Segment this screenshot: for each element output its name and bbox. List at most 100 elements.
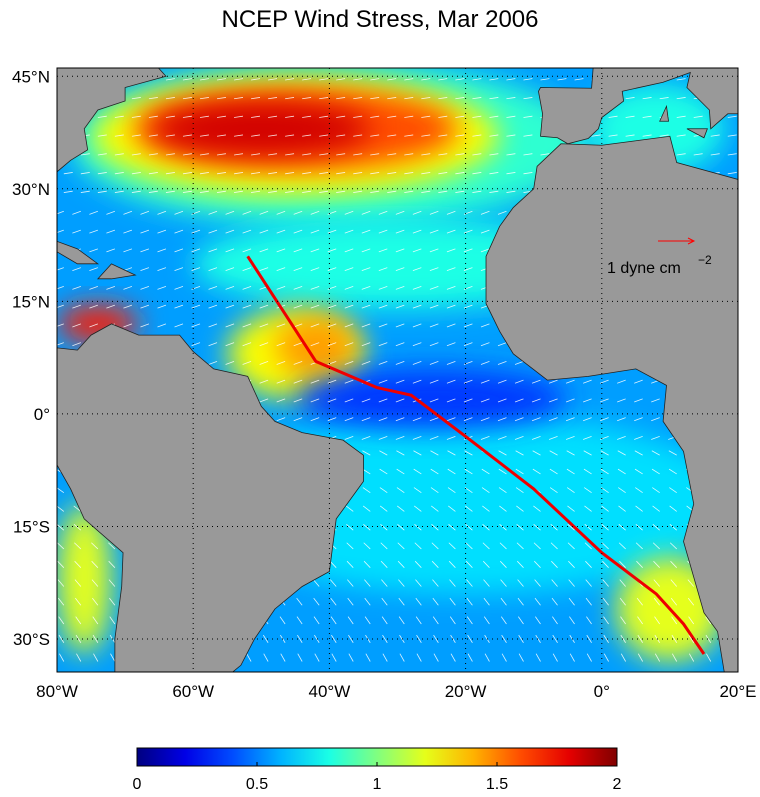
wind-arrow <box>584 505 592 512</box>
wind-arrow <box>234 115 244 118</box>
wind-arrow <box>687 597 695 606</box>
wind-arrow <box>501 653 507 662</box>
wind-arrow <box>489 153 499 156</box>
wind-arrow <box>148 153 158 156</box>
map-area <box>57 68 738 672</box>
wind-arrow <box>617 468 626 475</box>
wind-arrow <box>251 172 261 175</box>
wind-arrow <box>432 616 439 625</box>
wind-arrow <box>319 153 329 156</box>
wind-arrow <box>123 248 133 253</box>
wind-arrow <box>310 304 320 309</box>
wind-arrow <box>482 560 490 568</box>
wind-arrow <box>344 436 354 440</box>
wind-arrow <box>157 323 167 328</box>
wind-arrow <box>157 267 167 272</box>
wind-arrow <box>251 153 261 156</box>
wind-arrow <box>404 134 414 137</box>
wind-arrow <box>131 97 141 100</box>
wind-arrow <box>242 267 252 272</box>
wind-arrow <box>586 616 592 625</box>
wind-arrow <box>431 524 439 531</box>
wind-arrow <box>634 450 643 456</box>
wind-arrow <box>74 579 82 587</box>
wind-arrow <box>174 229 184 234</box>
wind-arrow <box>567 524 575 531</box>
wind-arrow <box>464 450 473 456</box>
wind-arrow <box>108 560 116 568</box>
wind-arrow <box>362 468 371 475</box>
wind-arrow <box>636 597 643 606</box>
wind-arrow <box>319 172 329 175</box>
wind-arrow <box>108 579 116 587</box>
wind-arrow <box>73 524 82 531</box>
wind-arrow <box>480 229 490 234</box>
wind-arrow <box>370 134 380 137</box>
wind-arrow <box>216 115 226 118</box>
wind-arrow <box>535 653 541 662</box>
wind-arrow <box>314 653 320 662</box>
wind-arrow <box>259 342 269 347</box>
wind-arrow <box>268 153 278 156</box>
wind-arrow <box>446 267 456 272</box>
wind-arrow <box>550 542 558 550</box>
wind-arrow <box>669 505 677 512</box>
wind-arrow <box>259 248 269 253</box>
wind-arrow <box>242 210 252 215</box>
wind-arrow <box>109 616 116 625</box>
wind-arrow <box>57 267 64 271</box>
wind-arrow <box>620 616 626 625</box>
wind-arrow <box>330 616 337 625</box>
wind-arrow <box>110 653 116 662</box>
wind-arrow <box>446 248 456 253</box>
wind-arrow <box>285 172 295 175</box>
wind-arrow <box>313 597 320 606</box>
wind-arrow <box>165 153 175 156</box>
wind-arrow <box>693 115 703 118</box>
wind-arrow <box>57 579 65 587</box>
colorbar-tick-label: 2 <box>613 776 622 792</box>
wind-arrow <box>654 616 661 625</box>
land <box>57 323 364 672</box>
wind-arrow <box>617 379 626 384</box>
wind-arrow <box>361 248 371 253</box>
wind-arrow <box>566 450 575 456</box>
wind-arrow <box>421 97 431 100</box>
wind-arrow <box>234 172 244 175</box>
wind-arrow <box>430 487 439 494</box>
wind-arrow <box>131 153 141 156</box>
wind-arrow <box>670 560 677 568</box>
wind-arrow <box>601 505 609 512</box>
wind-arrow <box>199 153 209 156</box>
wind-arrow <box>109 597 116 606</box>
wind-arrow <box>191 267 201 272</box>
wind-arrow <box>285 115 295 118</box>
reference-label: 1 dyne cm <box>607 260 681 277</box>
wind-arrow <box>344 267 354 272</box>
wind-arrow <box>216 97 226 100</box>
wind-arrow <box>353 190 363 193</box>
wind-arrow <box>659 97 669 100</box>
wind-arrow <box>225 210 235 215</box>
wind-arrow <box>412 285 422 290</box>
wind-arrow <box>225 323 235 328</box>
wind-arrow <box>346 524 354 531</box>
wind-arrow <box>637 634 643 643</box>
wind-arrow <box>57 323 64 327</box>
wind-arrow <box>608 134 618 137</box>
wind-arrow <box>89 285 98 290</box>
wind-arrow <box>57 304 64 309</box>
wind-arrow <box>191 323 201 328</box>
wind-arrow <box>225 285 235 290</box>
wind-arrow <box>429 304 439 309</box>
wind-arrow <box>361 229 371 234</box>
wind-arrow <box>480 379 490 384</box>
wind-arrow <box>297 653 303 662</box>
wind-arrow <box>514 360 524 365</box>
wind-arrow <box>208 267 218 272</box>
wind-arrow <box>438 172 448 175</box>
wind-arrow <box>463 304 473 309</box>
wind-arrow <box>676 97 686 100</box>
wind-arrow <box>404 172 414 175</box>
wind-arrow <box>199 134 209 137</box>
